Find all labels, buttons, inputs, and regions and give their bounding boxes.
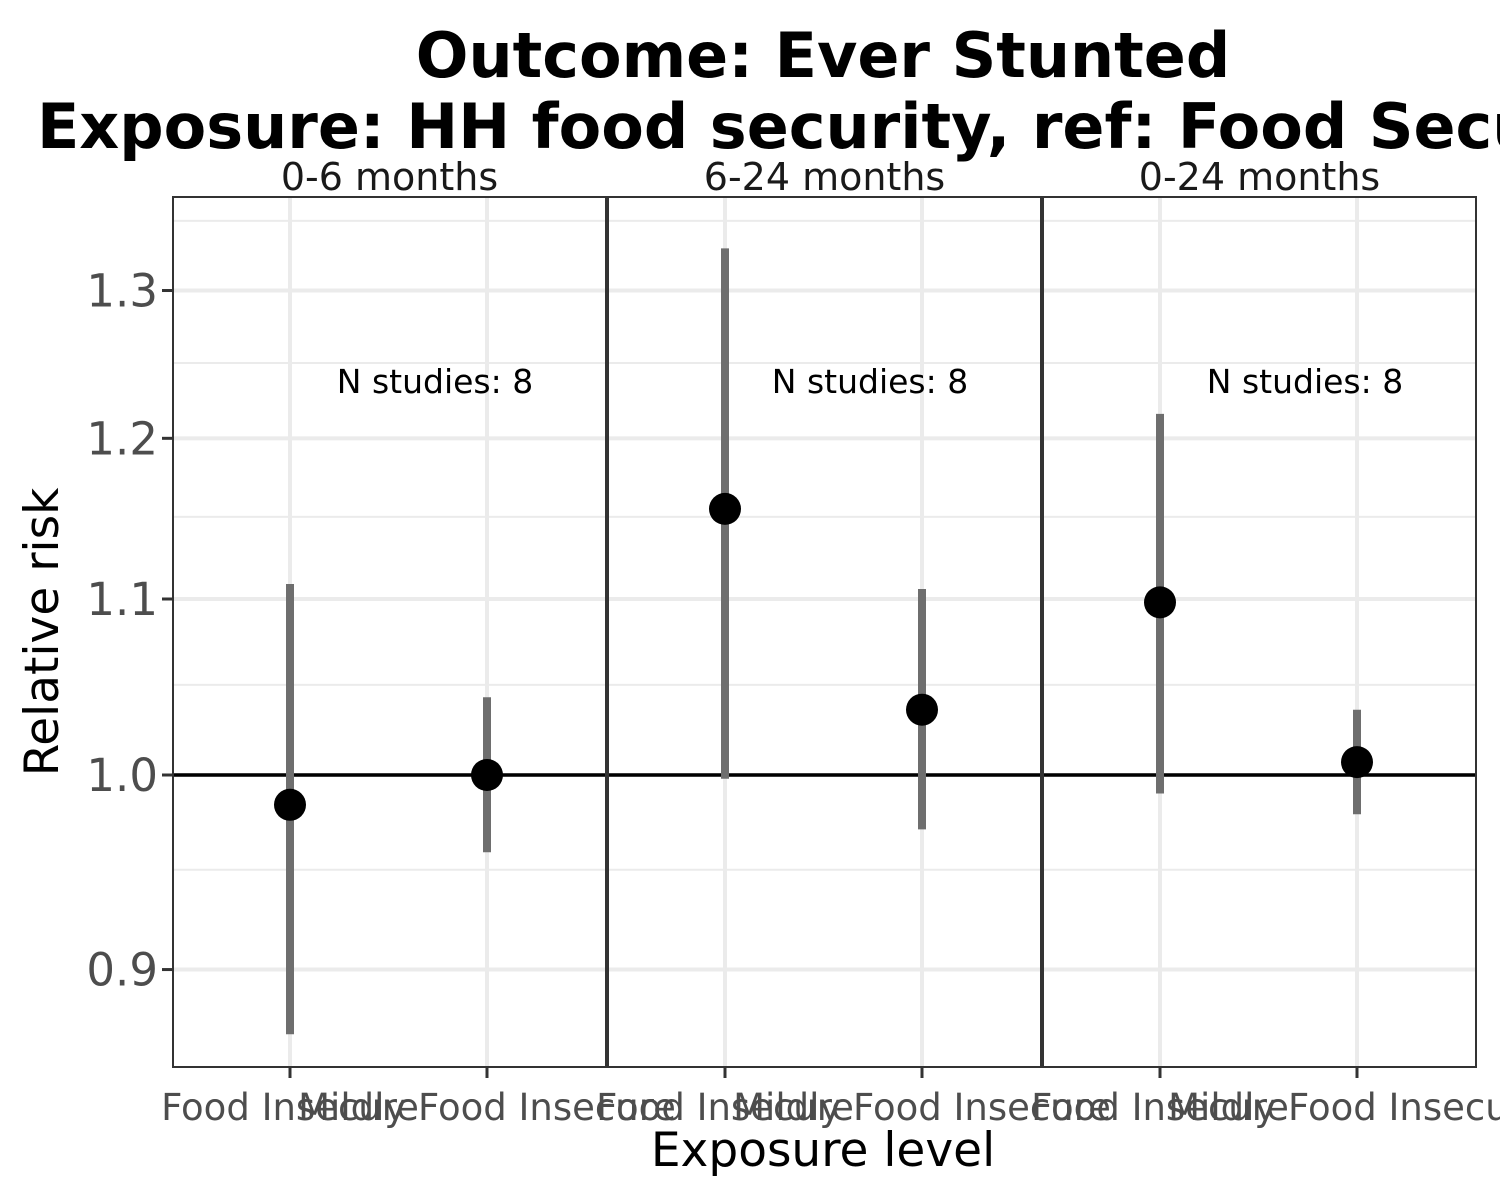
point-estimate: [906, 693, 938, 726]
y-tick-label: 1.1: [86, 573, 158, 626]
x-tick-label: Mildly Food Insecure: [733, 1086, 1111, 1129]
x-tick-label: Food Insecure: [596, 1086, 854, 1129]
x-tick-label: Mildly Food Insecure: [298, 1086, 676, 1129]
y-axis-title: Relative risk: [15, 487, 70, 776]
point-estimate: [1144, 586, 1176, 619]
panel-border: [1042, 196, 1477, 1068]
x-tick-label: Mildly Food Insecure: [1168, 1086, 1500, 1129]
point-estimate: [1341, 746, 1373, 779]
panel-border: [172, 196, 607, 1068]
panel-strip-label: 6-24 months: [704, 155, 945, 199]
y-axis: 0.9 1.0 1.1 1.2 1.3: [86, 265, 173, 997]
x-axis-title: Exposure level: [651, 1123, 995, 1178]
point-estimate: [274, 788, 306, 821]
panel-0: 0-6 months N studies: 8 Food InsecureMildl…: [161, 155, 676, 1129]
y-tick-label: 1.3: [86, 265, 158, 318]
panel-strip-label: 0-6 months: [281, 155, 498, 199]
y-tick-label: 1.0: [86, 749, 158, 802]
x-tick-label: Food Insecure: [1031, 1086, 1289, 1129]
chart-title: Outcome: Ever Stunted: [416, 19, 1230, 92]
y-tick-label: 0.9: [86, 944, 158, 997]
panel-strip-label: 0-24 months: [1139, 155, 1380, 199]
point-estimate: [709, 492, 741, 525]
x-tick-label: Food Insecure: [161, 1086, 419, 1129]
point-estimate: [471, 759, 503, 791]
panel-2: 0-24 months N studies: 8 Food InsecureMild…: [1031, 155, 1500, 1129]
panel-1: 6-24 months N studies: 8 Food InsecureMild…: [596, 155, 1111, 1129]
n-studies-annotation: N studies: 8: [772, 362, 968, 401]
n-studies-annotation: N studies: 8: [337, 362, 533, 401]
n-studies-annotation: N studies: 8: [1207, 362, 1403, 401]
panel-border: [607, 196, 1042, 1068]
y-tick-label: 1.2: [86, 412, 158, 465]
chart-subtitle: Exposure: HH food security, ref: Food Se…: [37, 90, 1500, 163]
